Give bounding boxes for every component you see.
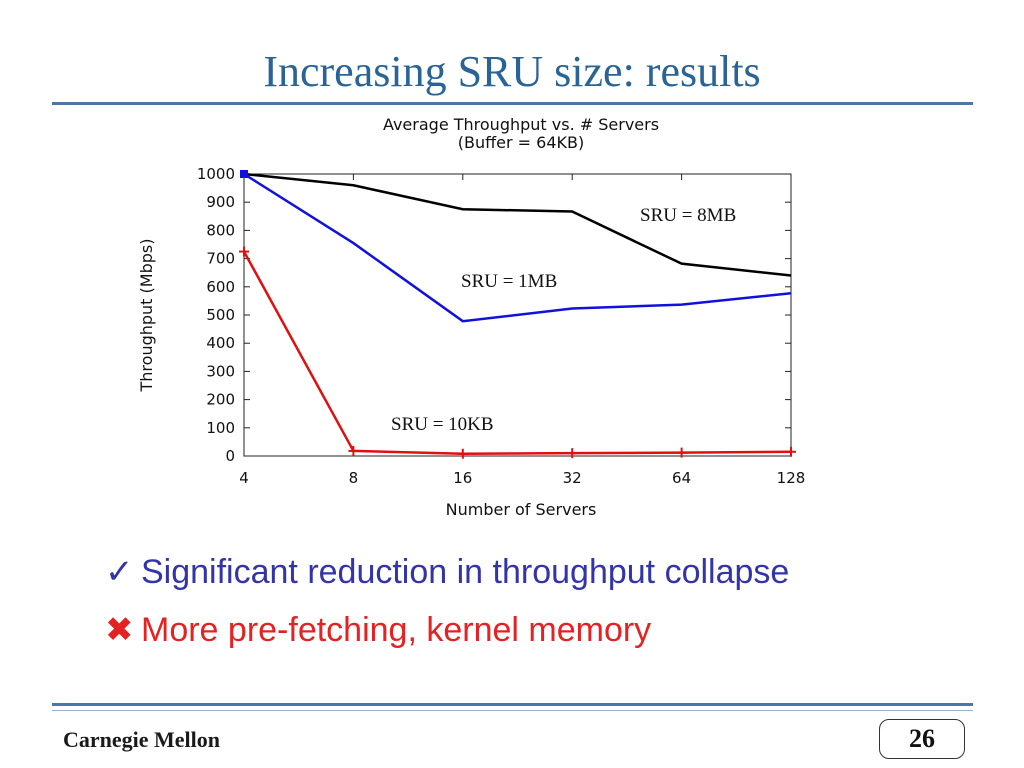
y-tick-label: 800	[206, 221, 235, 239]
chart-title-line-2: (Buffer = 64KB)	[458, 133, 584, 152]
y-axis: 0 100 200 300 400 500 600 700 800 900 1000	[197, 165, 791, 465]
x-tick-label: 32	[563, 469, 582, 487]
data-point-marker	[240, 170, 248, 178]
y-tick-label: 100	[206, 419, 235, 437]
bullet-text: More pre-fetching, kernel memory	[141, 611, 652, 649]
y-tick-label: 200	[206, 391, 235, 409]
footer-logo: Carnegie Mellon	[63, 727, 221, 752]
y-axis-label: Throughput (Mbps)	[137, 239, 156, 393]
series-label-10kb: SRU = 10KB	[391, 414, 494, 435]
cross-icon: ✖	[105, 611, 134, 649]
bullet-text: Significant reduction in throughput coll…	[141, 553, 790, 591]
page-number-badge: 26	[879, 719, 965, 759]
y-tick-label: 300	[206, 362, 235, 380]
y-tick-label: 700	[206, 250, 235, 268]
x-tick-label: 16	[453, 469, 472, 487]
series-line-2	[242, 250, 792, 455]
series-lines	[239, 170, 796, 459]
y-tick-label: 600	[206, 278, 235, 296]
series-line-1	[243, 172, 792, 323]
series-line-0	[243, 172, 792, 277]
checkmark-icon: ✓	[105, 553, 134, 591]
y-tick-label: 500	[206, 306, 235, 324]
footer-divider	[52, 703, 973, 706]
y-tick-label: 400	[206, 334, 235, 352]
x-tick-label: 128	[777, 469, 806, 487]
x-tick-label: 64	[672, 469, 691, 487]
x-tick-label: 4	[239, 469, 249, 487]
bullet-item-positive: ✓ Significant reduction in throughput col…	[105, 552, 789, 592]
footer-divider-thin	[52, 710, 973, 711]
series-label-1mb: SRU = 1MB	[461, 271, 557, 292]
chart-title-line-1: Average Throughput vs. # Servers	[383, 115, 659, 134]
x-axis-label: Number of Servers	[446, 500, 597, 519]
title-divider	[52, 102, 973, 105]
y-tick-label: 900	[206, 193, 235, 211]
y-tick-label: 0	[225, 447, 235, 465]
x-tick-label: 8	[349, 469, 359, 487]
series-label-8mb: SRU = 8MB	[640, 205, 736, 226]
slide-title: Increasing SRU size: results	[263, 47, 761, 96]
bullet-item-negative: ✖ More pre-fetching, kernel memory	[105, 610, 651, 650]
y-tick-label: 1000	[197, 165, 235, 183]
